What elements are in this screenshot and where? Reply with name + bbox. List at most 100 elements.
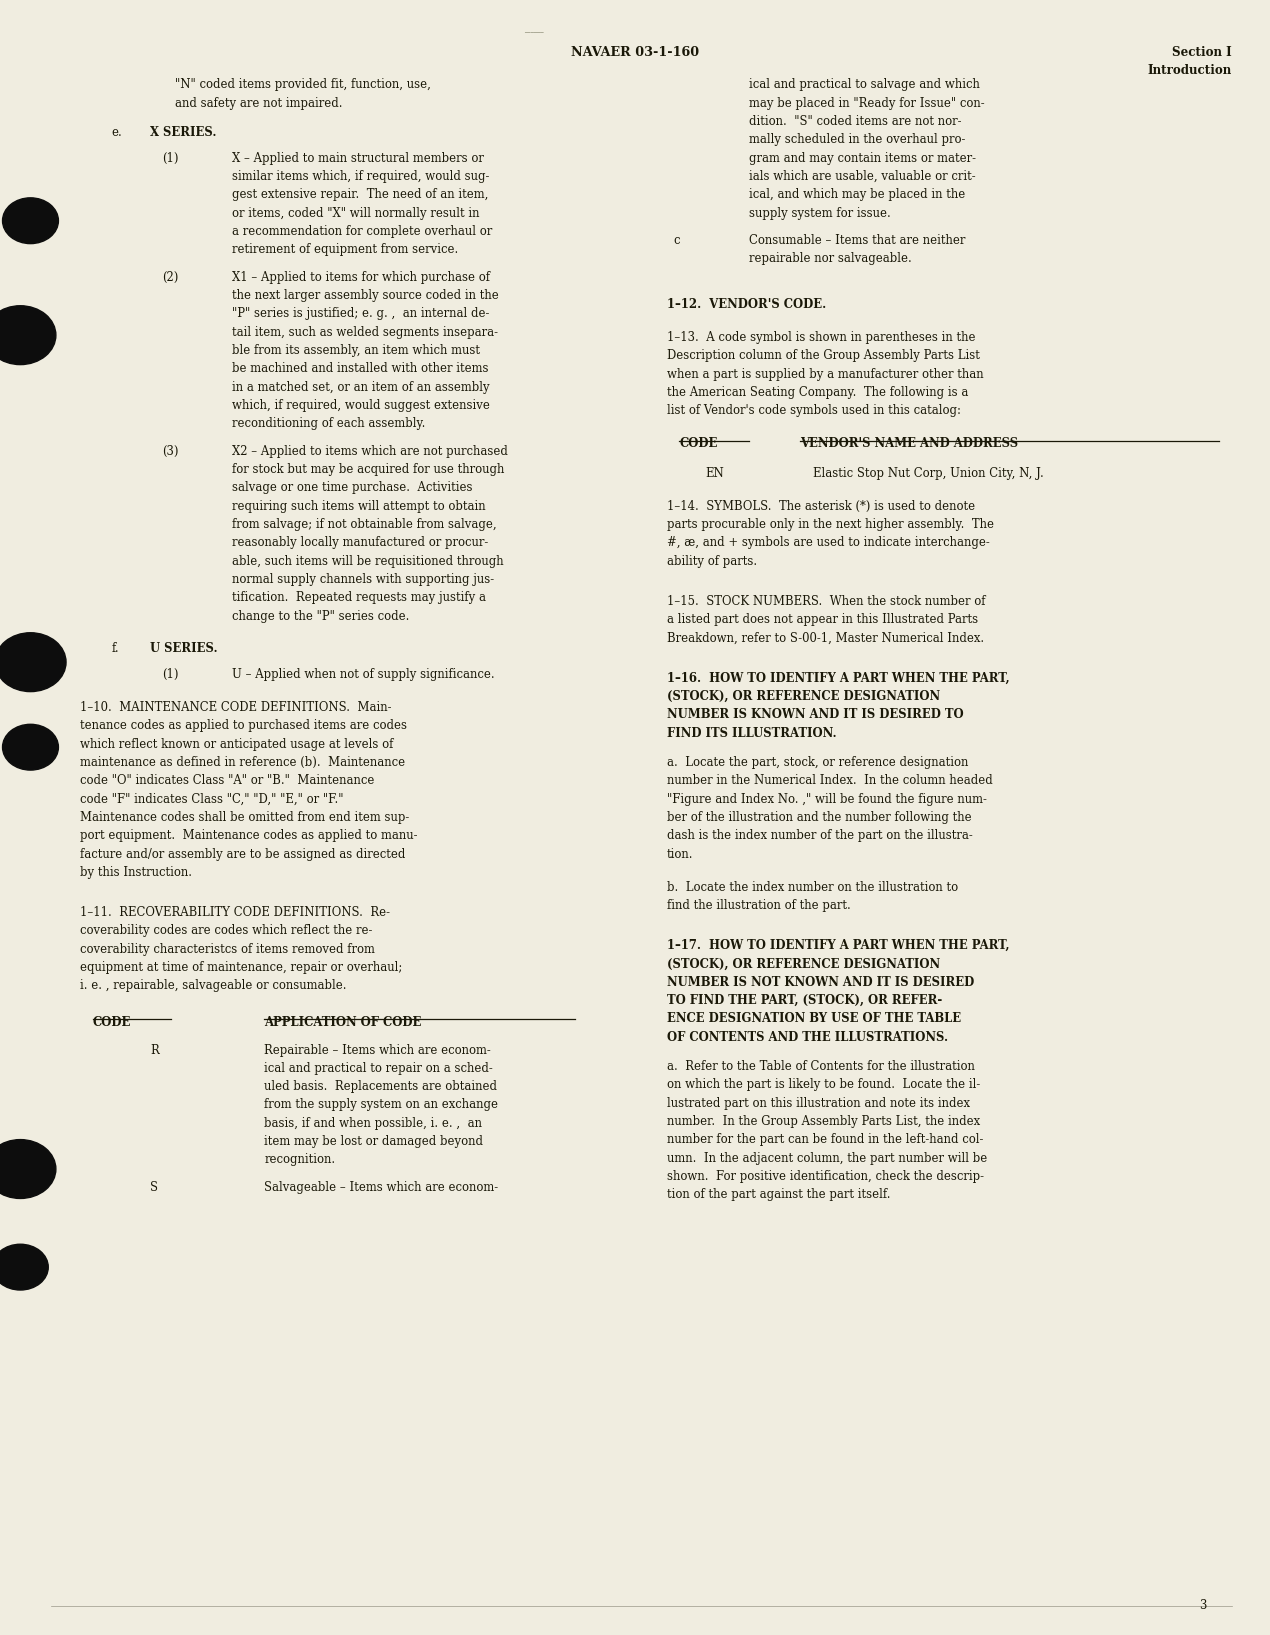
Text: "Figure and Index No. ," will be found the figure num-: "Figure and Index No. ," will be found t… [667, 793, 987, 806]
Text: a.  Locate the part, stock, or reference designation: a. Locate the part, stock, or reference … [667, 755, 968, 768]
Text: port equipment.  Maintenance codes as applied to manu-: port equipment. Maintenance codes as app… [80, 829, 418, 842]
Text: "N" coded items provided fit, function, use,: "N" coded items provided fit, function, … [175, 78, 431, 92]
Text: (STOCK), OR REFERENCE DESIGNATION: (STOCK), OR REFERENCE DESIGNATION [667, 690, 940, 703]
Text: NAVAER 03-1-160: NAVAER 03-1-160 [572, 46, 698, 59]
Text: gram and may contain items or mater-: gram and may contain items or mater- [749, 152, 977, 165]
Text: the American Seating Company.  The following is a: the American Seating Company. The follow… [667, 386, 968, 399]
Text: 1–12.  VENDOR'S CODE.: 1–12. VENDOR'S CODE. [667, 298, 826, 311]
Text: R: R [150, 1043, 159, 1056]
Text: number in the Numerical Index.  In the column headed: number in the Numerical Index. In the co… [667, 775, 992, 788]
Text: a listed part does not appear in this Illustrated Parts: a listed part does not appear in this Il… [667, 613, 978, 626]
Text: (3): (3) [163, 445, 179, 458]
Text: parts procurable only in the next higher assembly.  The: parts procurable only in the next higher… [667, 518, 993, 531]
Text: Section I: Section I [1172, 46, 1232, 59]
Text: number for the part can be found in the left-hand col-: number for the part can be found in the … [667, 1133, 983, 1146]
Ellipse shape [0, 306, 56, 365]
Text: U – Applied when not of supply significance.: U – Applied when not of supply significa… [232, 669, 495, 682]
Text: ical, and which may be placed in the: ical, and which may be placed in the [749, 188, 965, 201]
Text: on which the part is likely to be found.  Locate the il-: on which the part is likely to be found.… [667, 1079, 980, 1091]
Text: Breakdown, refer to S-00-1, Master Numerical Index.: Breakdown, refer to S-00-1, Master Numer… [667, 631, 984, 644]
Text: recognition.: recognition. [264, 1153, 335, 1166]
Text: in a matched set, or an item of an assembly: in a matched set, or an item of an assem… [232, 381, 490, 394]
Text: a.  Refer to the Table of Contents for the illustration: a. Refer to the Table of Contents for th… [667, 1059, 974, 1073]
Text: dition.  "S" coded items are not nor-: dition. "S" coded items are not nor- [749, 114, 961, 128]
Text: maintenance as defined in reference (b).  Maintenance: maintenance as defined in reference (b).… [80, 755, 405, 768]
Text: be machined and installed with other items: be machined and installed with other ite… [232, 363, 489, 376]
Text: #, æ, and + symbols are used to indicate interchange-: #, æ, and + symbols are used to indicate… [667, 536, 989, 549]
Text: mally scheduled in the overhaul pro-: mally scheduled in the overhaul pro- [749, 134, 965, 147]
Text: 1–11.  RECOVERABILITY CODE DEFINITIONS.  Re-: 1–11. RECOVERABILITY CODE DEFINITIONS. R… [80, 906, 390, 919]
Text: VENDOR'S NAME AND ADDRESS: VENDOR'S NAME AND ADDRESS [800, 438, 1019, 450]
Text: U SERIES.: U SERIES. [150, 643, 217, 656]
Text: facture and/or assembly are to be assigned as directed: facture and/or assembly are to be assign… [80, 847, 405, 860]
Text: Elastic Stop Nut Corp, Union City, N, J.: Elastic Stop Nut Corp, Union City, N, J. [813, 466, 1044, 479]
Text: CODE: CODE [679, 438, 718, 450]
Text: the next larger assembly source coded in the: the next larger assembly source coded in… [232, 289, 499, 302]
Text: or items, coded "X" will normally result in: or items, coded "X" will normally result… [232, 206, 480, 219]
Text: code "F" indicates Class "C," "D," "E," or "F.": code "F" indicates Class "C," "D," "E," … [80, 793, 343, 806]
Text: change to the "P" series code.: change to the "P" series code. [232, 610, 410, 623]
Text: APPLICATION OF CODE: APPLICATION OF CODE [264, 1015, 422, 1028]
Text: ical and practical to repair on a sched-: ical and practical to repair on a sched- [264, 1061, 493, 1074]
Text: tion.: tion. [667, 847, 693, 860]
Text: TO FIND THE PART, (STOCK), OR REFER-: TO FIND THE PART, (STOCK), OR REFER- [667, 994, 942, 1007]
Text: tification.  Repeated requests may justify a: tification. Repeated requests may justif… [232, 592, 486, 605]
Text: and safety are not impaired.: and safety are not impaired. [175, 96, 343, 110]
Text: normal supply channels with supporting jus-: normal supply channels with supporting j… [232, 572, 494, 585]
Text: similar items which, if required, would sug-: similar items which, if required, would … [232, 170, 490, 183]
Text: tion of the part against the part itself.: tion of the part against the part itself… [667, 1189, 890, 1202]
Text: salvage or one time purchase.  Activities: salvage or one time purchase. Activities [232, 481, 472, 494]
Text: tenance codes as applied to purchased items are codes: tenance codes as applied to purchased it… [80, 719, 406, 732]
Ellipse shape [3, 198, 58, 244]
Text: equipment at time of maintenance, repair or overhaul;: equipment at time of maintenance, repair… [80, 961, 403, 974]
Text: e.: e. [112, 126, 122, 139]
Text: 1–10.  MAINTENANCE CODE DEFINITIONS.  Main-: 1–10. MAINTENANCE CODE DEFINITIONS. Main… [80, 701, 391, 714]
Text: a recommendation for complete overhaul or: a recommendation for complete overhaul o… [232, 226, 493, 239]
Text: which reflect known or anticipated usage at levels of: which reflect known or anticipated usage… [80, 737, 394, 750]
Text: "P" series is justified; e. g. ,  an internal de-: "P" series is justified; e. g. , an inte… [232, 307, 490, 320]
Text: X1 – Applied to items for which purchase of: X1 – Applied to items for which purchase… [232, 271, 490, 284]
Text: coverability characteristcs of items removed from: coverability characteristcs of items rem… [80, 943, 375, 956]
Text: X – Applied to main structural members or: X – Applied to main structural members o… [232, 152, 484, 165]
Text: ical and practical to salvage and which: ical and practical to salvage and which [749, 78, 980, 92]
Text: 1–17.  HOW TO IDENTIFY A PART WHEN THE PART,: 1–17. HOW TO IDENTIFY A PART WHEN THE PA… [667, 938, 1010, 952]
Text: requiring such items will attempt to obtain: requiring such items will attempt to obt… [232, 500, 486, 513]
Text: ability of parts.: ability of parts. [667, 554, 757, 567]
Text: 1–14.  SYMBOLS.  The asterisk (*) is used to denote: 1–14. SYMBOLS. The asterisk (*) is used … [667, 500, 975, 513]
Text: f.: f. [112, 643, 119, 656]
Text: FIND ITS ILLUSTRATION.: FIND ITS ILLUSTRATION. [667, 726, 837, 739]
Text: (2): (2) [163, 271, 179, 284]
Text: uled basis.  Replacements are obtained: uled basis. Replacements are obtained [264, 1081, 497, 1094]
Text: retirement of equipment from service.: retirement of equipment from service. [232, 244, 458, 257]
Text: OF CONTENTS AND THE ILLUSTRATIONS.: OF CONTENTS AND THE ILLUSTRATIONS. [667, 1030, 947, 1043]
Text: may be placed in "Ready for Issue" con-: may be placed in "Ready for Issue" con- [749, 96, 986, 110]
Text: S: S [150, 1180, 157, 1194]
Text: umn.  In the adjacent column, the part number will be: umn. In the adjacent column, the part nu… [667, 1151, 987, 1164]
Text: NUMBER IS KNOWN AND IT IS DESIRED TO: NUMBER IS KNOWN AND IT IS DESIRED TO [667, 708, 964, 721]
Text: 1–16.  HOW TO IDENTIFY A PART WHEN THE PART,: 1–16. HOW TO IDENTIFY A PART WHEN THE PA… [667, 672, 1010, 685]
Text: (1): (1) [163, 152, 179, 165]
Text: X2 – Applied to items which are not purchased: X2 – Applied to items which are not purc… [232, 445, 508, 458]
Text: NUMBER IS NOT KNOWN AND IT IS DESIRED: NUMBER IS NOT KNOWN AND IT IS DESIRED [667, 976, 974, 989]
Text: from the supply system on an exchange: from the supply system on an exchange [264, 1099, 498, 1112]
Text: for stock but may be acquired for use through: for stock but may be acquired for use th… [232, 463, 504, 476]
Text: reasonably locally manufactured or procur-: reasonably locally manufactured or procu… [232, 536, 489, 549]
Text: coverability codes are codes which reflect the re-: coverability codes are codes which refle… [80, 924, 372, 937]
Text: code "O" indicates Class "A" or "B."  Maintenance: code "O" indicates Class "A" or "B." Mai… [80, 775, 375, 788]
Text: shown.  For positive identification, check the descrip-: shown. For positive identification, chec… [667, 1171, 984, 1182]
Ellipse shape [3, 724, 58, 770]
Text: reconditioning of each assembly.: reconditioning of each assembly. [232, 417, 425, 430]
Text: dash is the index number of the part on the illustra-: dash is the index number of the part on … [667, 829, 973, 842]
Ellipse shape [0, 1140, 56, 1198]
Text: Maintenance codes shall be omitted from end item sup-: Maintenance codes shall be omitted from … [80, 811, 409, 824]
Text: from salvage; if not obtainable from salvage,: from salvage; if not obtainable from sal… [232, 518, 497, 531]
Text: Repairable – Items which are econom-: Repairable – Items which are econom- [264, 1043, 491, 1056]
Text: Salvageable – Items which are econom-: Salvageable – Items which are econom- [264, 1180, 498, 1194]
Text: lustrated part on this illustration and note its index: lustrated part on this illustration and … [667, 1097, 970, 1110]
Text: tail item, such as welded segments insepara-: tail item, such as welded segments insep… [232, 325, 498, 338]
Text: 1–15.  STOCK NUMBERS.  When the stock number of: 1–15. STOCK NUMBERS. When the stock numb… [667, 595, 986, 608]
Text: CODE: CODE [93, 1015, 131, 1028]
Text: (1): (1) [163, 669, 179, 682]
Text: 3: 3 [1199, 1599, 1206, 1612]
Text: item may be lost or damaged beyond: item may be lost or damaged beyond [264, 1135, 483, 1148]
